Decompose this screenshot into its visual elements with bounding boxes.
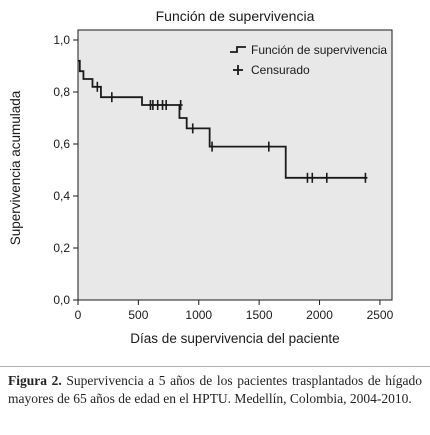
y-tick-label: 1,0 (53, 33, 70, 47)
x-tick-label: 0 (75, 308, 82, 322)
censored-marker (150, 100, 155, 110)
survival-step-line (78, 59, 367, 179)
y-tick-label: 0,0 (53, 293, 70, 307)
censored-marker (310, 172, 315, 183)
chart-title: Función de supervivencia (156, 8, 315, 24)
censored-marker (109, 92, 114, 103)
y-tick-label: 0,4 (53, 189, 70, 203)
x-tick-label: 500 (128, 308, 148, 322)
caption-divider (0, 366, 430, 367)
censored-marker (160, 100, 165, 110)
censored-marker (178, 100, 183, 110)
caption-label: Figura 2. (8, 373, 62, 388)
censored-marker (95, 81, 100, 92)
plot-area (77, 29, 393, 301)
y-axis-label: Supervivencia acumulada (8, 90, 23, 245)
x-tick-label: 2000 (306, 308, 333, 322)
censored-marker (363, 172, 368, 183)
legend-label-survival: Función de supervivencia (251, 43, 387, 57)
y-tick-label: 0,2 (53, 241, 70, 255)
legend-label-censored: Censurado (251, 63, 310, 77)
censored-marker (155, 100, 160, 110)
censored-marker (266, 141, 271, 152)
censored-marker (210, 141, 215, 152)
survival-chart: 0,0 0,2 0,4 0,6 0,8 1,0 0 500 1000 1500 2000 2500 F… (8, 8, 394, 346)
censored-marker (164, 100, 169, 110)
x-axis-label: Días de supervivencia del paciente (130, 331, 339, 346)
y-tick-label: 0,8 (53, 85, 70, 99)
figure-panel: 0,0 0,2 0,4 0,6 0,8 1,0 0 500 1000 1500 2000 2500 F… (8, 8, 394, 346)
x-tick-label: 2500 (367, 308, 394, 322)
legend-step-swatch (230, 46, 246, 53)
censored-marker (305, 172, 310, 183)
x-tick-label: 1000 (185, 308, 212, 322)
y-tick-label: 0,6 (53, 137, 70, 151)
censored-marker (324, 172, 329, 183)
censored-marker (190, 123, 195, 134)
caption-text: Supervivencia a 5 años de los pacientes … (8, 373, 422, 406)
figure-caption: Figura 2. Supervivencia a 5 años de los … (8, 372, 422, 408)
x-tick-label: 1500 (246, 308, 273, 322)
